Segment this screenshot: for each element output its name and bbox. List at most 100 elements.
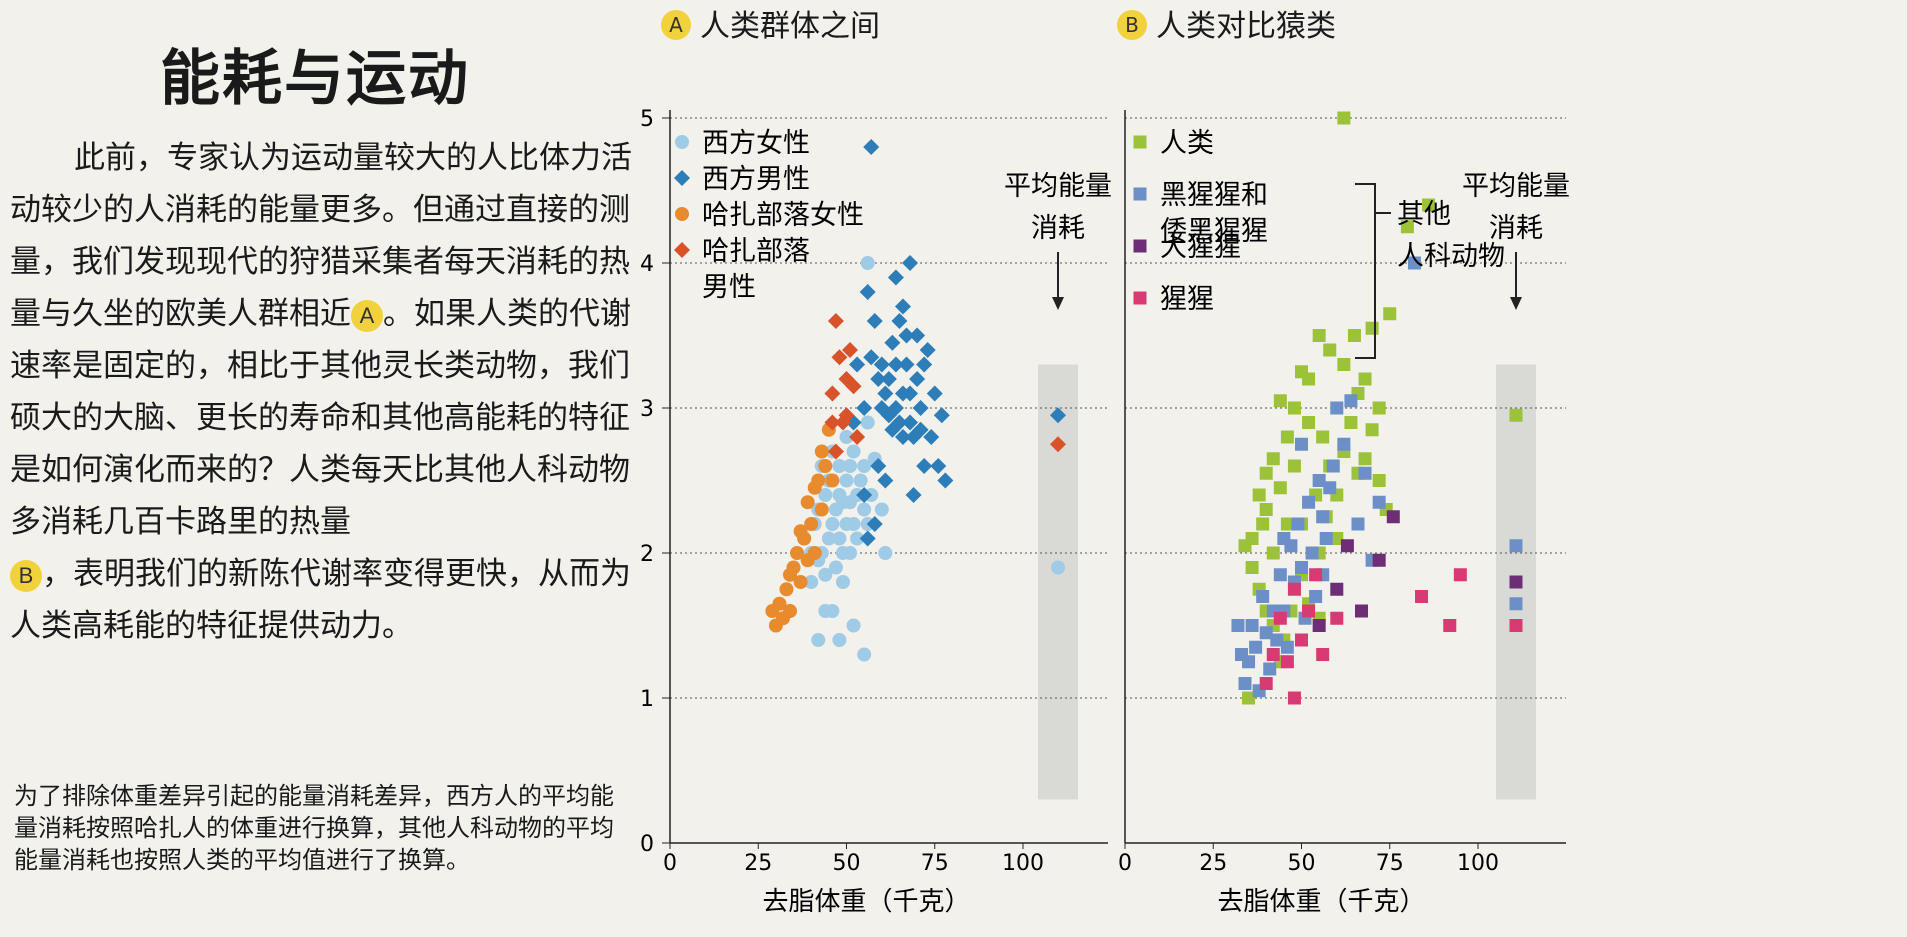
- legend-marker: [1133, 135, 1147, 149]
- x-axis-label: 去脂体重（千克）: [1217, 887, 1425, 917]
- data-point: [1231, 619, 1245, 632]
- data-point: [1330, 401, 1344, 415]
- data-point: [846, 517, 861, 531]
- data-point: [1291, 517, 1305, 531]
- data-point: [853, 473, 868, 488]
- data-point: [859, 530, 876, 547]
- marker-a-badge: A: [351, 299, 383, 332]
- data-point: [1351, 517, 1365, 531]
- data-point: [825, 517, 840, 531]
- data-point: [923, 429, 940, 445]
- data-point: [1256, 590, 1270, 603]
- legend-marker: [1133, 291, 1147, 305]
- data-point: [884, 421, 901, 438]
- data-point: [859, 284, 876, 300]
- y-tick-label: 0: [640, 832, 654, 857]
- data-point: [828, 560, 843, 575]
- data-point: [1347, 329, 1361, 342]
- data-point: [1344, 394, 1358, 408]
- data-point: [1245, 561, 1259, 574]
- chart-panel-a: A人类群体之间0255075100去脂体重（千克）012345总能量消耗（千卡/…: [640, 9, 1112, 917]
- data-point: [1249, 640, 1263, 654]
- article-column: 能耗与运动 此前，专家认为运动量较大的人比体力活动较少的人消耗的能量更多。但通过…: [0, 0, 640, 937]
- chart-title: 人类群体之间: [700, 9, 880, 44]
- data-point: [1266, 452, 1280, 466]
- data-point: [1358, 466, 1372, 480]
- data-point: [1319, 532, 1333, 545]
- data-point: [797, 531, 812, 546]
- data-point: [1287, 691, 1301, 705]
- x-tick-label: 100: [1457, 851, 1499, 876]
- average-arrow-head: [1052, 297, 1064, 310]
- legend-label: 大猩猩: [1160, 232, 1241, 263]
- data-point: [933, 407, 950, 424]
- data-point: [835, 575, 850, 589]
- group-label-line1: 其他: [1397, 199, 1451, 230]
- data-point: [880, 371, 897, 387]
- data-point: [779, 582, 794, 597]
- data-point: [1323, 343, 1337, 357]
- charts-figure: A人类群体之间0255075100去脂体重（千克）012345总能量消耗（千卡/…: [640, 9, 1570, 917]
- data-point: [912, 400, 929, 416]
- data-point: [1312, 474, 1326, 487]
- data-point: [1287, 582, 1301, 596]
- body-text-part1: 此前，专家认为运动量较大的人比体力活动较少的人消耗的能量更多。但通过直接的测量，…: [10, 140, 632, 332]
- data-point: [1263, 662, 1277, 676]
- panel-badge-label: A: [669, 13, 683, 37]
- data-point: [1386, 510, 1400, 524]
- data-point: [857, 459, 872, 473]
- data-point: [874, 502, 889, 517]
- group-bracket: [1355, 183, 1376, 359]
- data-point: [1309, 590, 1323, 603]
- x-tick-label: 0: [1118, 851, 1132, 876]
- data-point: [1365, 423, 1379, 437]
- data-point: [1277, 532, 1291, 545]
- data-point: [1287, 459, 1301, 473]
- data-point: [1323, 481, 1337, 495]
- data-point: [898, 356, 915, 373]
- data-point: [811, 633, 826, 647]
- data-point: [814, 502, 829, 517]
- x-tick-label: 50: [1288, 851, 1316, 876]
- data-point: [877, 385, 894, 402]
- legend-marker: [1133, 187, 1147, 201]
- legend-label: 西方男性: [702, 164, 810, 195]
- y-tick-label: 1: [640, 687, 654, 712]
- legend-label: 男性: [702, 272, 756, 303]
- data-point: [1273, 568, 1287, 582]
- data-point: [814, 444, 829, 459]
- average-label-line1: 平均能量: [1004, 171, 1112, 202]
- data-point: [1266, 546, 1280, 560]
- data-point: [807, 546, 822, 560]
- data-point: [1372, 495, 1386, 509]
- data-point: [849, 429, 866, 445]
- data-point: [818, 567, 833, 582]
- data-point: [1312, 329, 1326, 342]
- data-point: [850, 531, 865, 546]
- data-point: [857, 502, 872, 517]
- average-marker: [1509, 539, 1523, 553]
- data-point: [1355, 604, 1369, 618]
- data-point: [1252, 488, 1266, 502]
- data-point: [1372, 474, 1386, 487]
- average-marker: [1050, 407, 1066, 424]
- data-point: [804, 575, 819, 589]
- data-point: [894, 298, 911, 315]
- data-point: [857, 647, 872, 662]
- data-point: [818, 459, 833, 473]
- data-point: [1280, 640, 1294, 654]
- data-point: [860, 256, 875, 270]
- data-point: [790, 546, 805, 560]
- data-point: [1337, 111, 1351, 125]
- x-tick-label: 75: [921, 851, 949, 876]
- data-point: [909, 371, 926, 387]
- data-point: [1344, 416, 1358, 429]
- average-marker: [1509, 597, 1523, 611]
- x-tick-label: 25: [744, 851, 772, 876]
- data-point: [786, 560, 801, 575]
- data-point: [825, 604, 840, 618]
- data-point: [902, 385, 919, 402]
- data-point: [1372, 401, 1386, 415]
- series-4: [824, 313, 866, 460]
- data-point: [1337, 358, 1351, 371]
